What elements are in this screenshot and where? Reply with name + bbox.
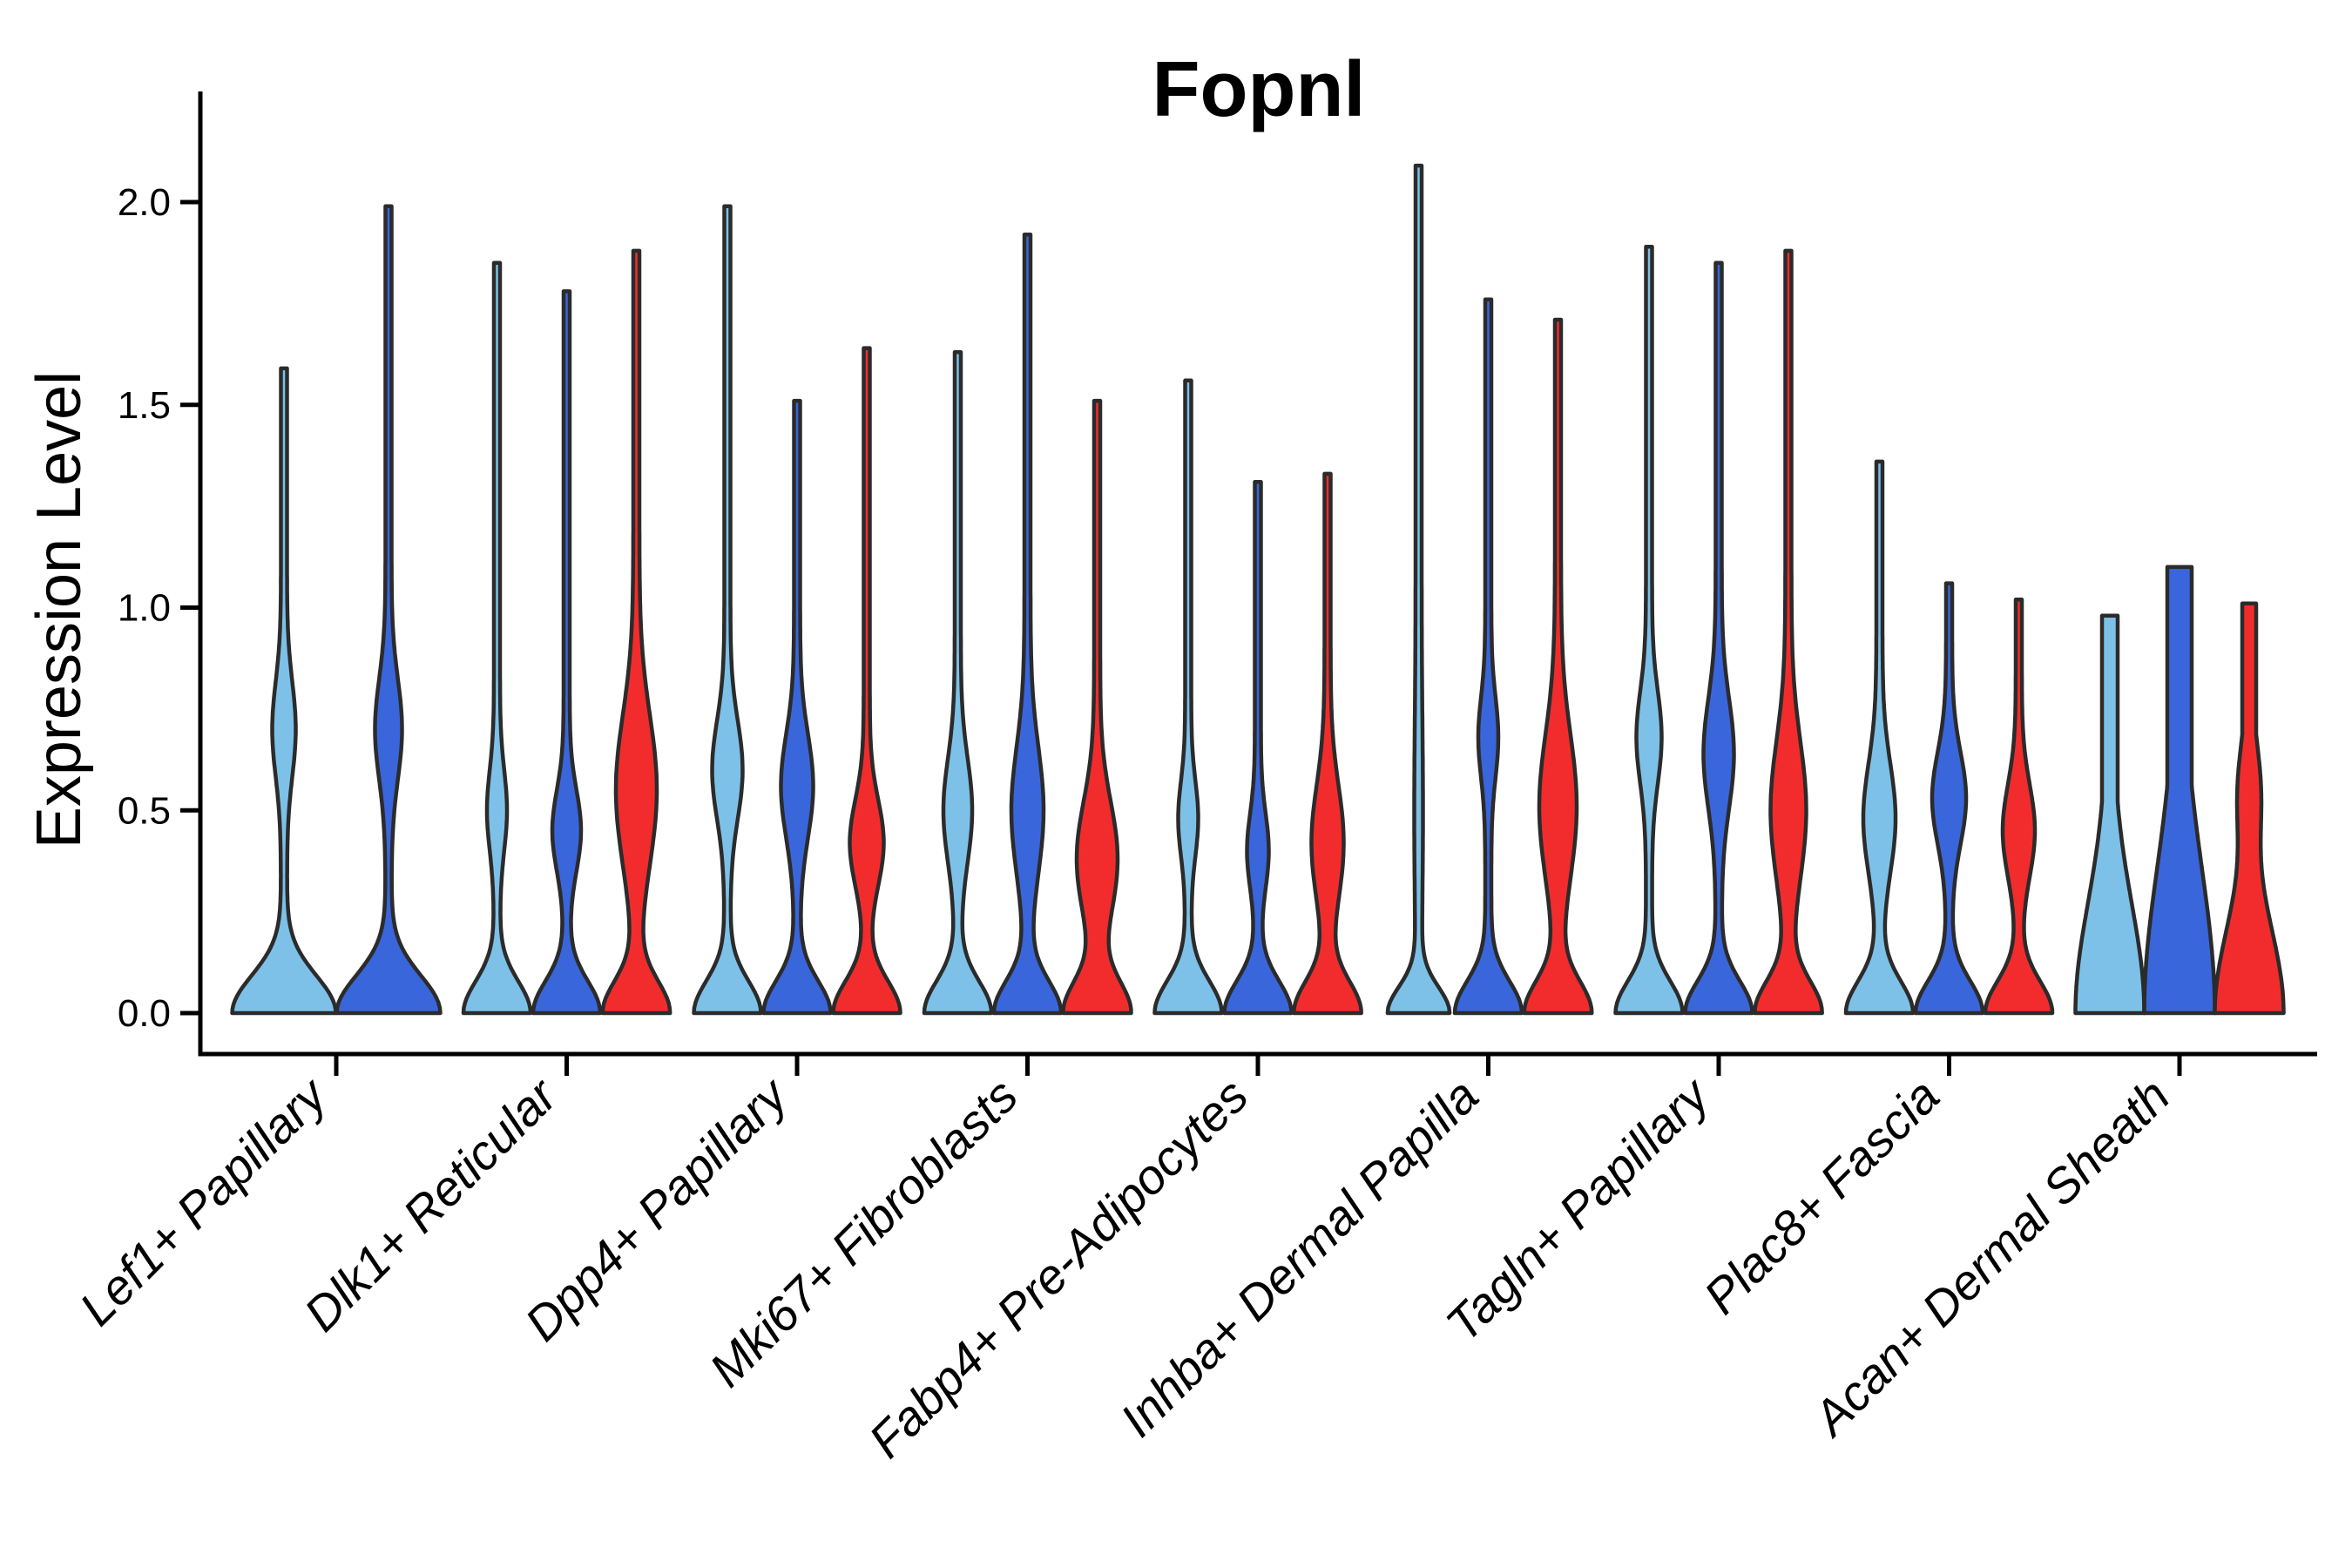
violin-dpp4-papillary-light_blue [692,204,763,1016]
violin-dlk1-reticular-dark_blue [531,289,603,1016]
violin-acan-dermal-sheath-red [2213,601,2286,1016]
violin-mki67-fibroblasts-dark_blue [991,232,1064,1016]
violin-plac8-fascia-red [1983,597,2055,1016]
violin-acan-dermal-sheath-light_blue [2073,613,2146,1016]
violin-group-acan-dermal-sheath [2073,564,2286,1016]
violin-group-inhba-dermal-papilla [1385,163,1594,1016]
violin-acan-dermal-sheath-dark_blue [2142,564,2217,1016]
y-tick-label: 0.5 [118,789,171,832]
violin-inhba-dermal-papilla-red [1522,317,1594,1016]
violin-inhba-dermal-papilla-light_blue [1385,163,1452,1016]
y-tick-label: 1.5 [118,384,171,427]
violin-group-fabp4-pre-adipocytes [1152,378,1363,1016]
violin-dpp4-papillary-dark_blue [761,398,833,1016]
y-axis-label: Expression Level [24,371,94,848]
violin-inhba-dermal-papilla-dark_blue [1452,297,1524,1016]
chart-title: Fopnl [1152,46,1366,133]
y-tick-label: 1.0 [118,587,171,630]
violin-tagln-papillary-red [1753,248,1824,1016]
y-tick-label: 2.0 [118,181,171,224]
violin-tagln-papillary-light_blue [1613,244,1685,1016]
violin-fabp4-pre-adipocytes-light_blue [1152,378,1224,1016]
violin-plac8-fascia-light_blue [1843,459,1916,1016]
x-category-label: Plac8+ Fascia [1693,1068,1950,1324]
violin-mki67-fibroblasts-light_blue [922,349,994,1016]
violin-plac8-fascia-dark_blue [1913,581,1985,1016]
y-tick-label: 0.0 [118,992,171,1035]
violin-fabp4-pre-adipocytes-red [1292,471,1363,1016]
violins-layer [230,163,2286,1016]
violin-lef1-papillary-light_blue [230,366,338,1016]
y-tick-labels: 0.0 0.5 1.0 1.5 2.0 [118,181,200,1035]
violin-group-dlk1-reticular [461,248,672,1016]
violin-group-dpp4-papillary [692,204,902,1016]
x-category-label: Lef1+ Papillary [69,1066,339,1336]
violin-fabp4-pre-adipocytes-dark_blue [1222,479,1294,1016]
violin-dlk1-reticular-red [600,248,672,1016]
x-category-label: Fabp4+ Pre-Adipocytes [858,1068,1258,1468]
violin-dpp4-papillary-red [831,346,902,1016]
violin-group-tagln-papillary [1613,244,1824,1016]
violin-lef1-papillary-dark_blue [335,204,443,1016]
violin-dlk1-reticular-light_blue [461,260,533,1016]
violin-tagln-papillary-dark_blue [1683,260,1754,1016]
violin-mki67-fibroblasts-red [1061,398,1133,1016]
violin-group-lef1-papillary [230,204,443,1016]
violin-group-mki67-fibroblasts [922,232,1133,1016]
violin-group-plac8-fascia [1843,459,2055,1016]
